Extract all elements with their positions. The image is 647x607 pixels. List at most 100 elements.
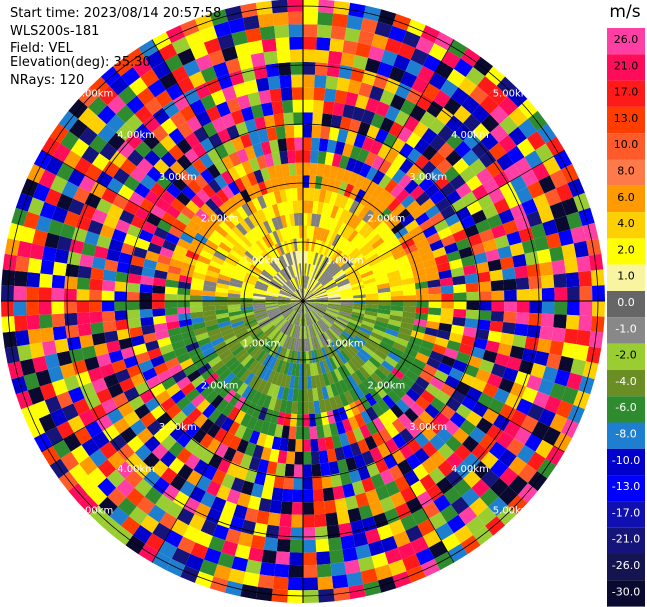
velocity-gate xyxy=(349,442,362,457)
velocity-gate xyxy=(573,192,591,212)
velocity-gate xyxy=(172,410,188,426)
velocity-gate xyxy=(230,317,244,325)
velocity-gate xyxy=(303,502,315,515)
velocity-gate xyxy=(78,87,99,108)
velocity-gate xyxy=(234,266,247,276)
velocity-gate xyxy=(240,297,253,301)
velocity-gate xyxy=(454,461,473,479)
velocity-gate xyxy=(376,282,390,290)
velocity-gate xyxy=(415,376,430,390)
velocity-gate xyxy=(338,334,350,346)
velocity-gate xyxy=(433,219,449,233)
velocity-gate xyxy=(293,350,298,364)
velocity-gate xyxy=(485,248,500,262)
velocity-gate xyxy=(213,427,228,443)
velocity-gate xyxy=(271,588,288,603)
velocity-gate xyxy=(303,552,317,566)
velocity-gate xyxy=(496,431,515,449)
velocity-gate xyxy=(342,40,358,55)
velocity-gate xyxy=(109,150,127,168)
velocity-gate xyxy=(289,279,297,291)
velocity-gate xyxy=(303,288,306,301)
velocity-gate xyxy=(294,312,300,325)
velocity-gate xyxy=(250,104,264,119)
velocity-gate xyxy=(101,310,116,322)
velocity-gate xyxy=(408,255,423,266)
velocity-gate xyxy=(190,283,204,291)
velocity-gate xyxy=(309,264,315,278)
velocity-gate xyxy=(244,319,257,327)
velocity-gate xyxy=(382,394,396,409)
velocity-gate xyxy=(101,301,115,312)
velocity-gate xyxy=(508,107,528,127)
velocity-gate xyxy=(334,89,348,105)
velocity-gate xyxy=(259,366,269,380)
velocity-gate xyxy=(303,301,306,314)
velocity-gate xyxy=(306,325,311,339)
velocity-gate xyxy=(134,381,151,396)
velocity-gate xyxy=(279,320,289,332)
velocity-gate xyxy=(218,385,232,399)
velocity-gate xyxy=(229,516,245,532)
velocity-gate xyxy=(384,480,401,497)
velocity-gate xyxy=(197,254,211,265)
velocity-gate xyxy=(330,25,347,40)
velocity-gate xyxy=(287,438,296,452)
velocity-gate xyxy=(52,143,71,163)
velocity-gate xyxy=(279,270,289,282)
velocity-gate xyxy=(240,480,255,496)
velocity-gate xyxy=(226,97,241,113)
velocity-gate xyxy=(207,328,221,338)
velocity-gate xyxy=(244,340,257,352)
velocity-gate xyxy=(208,408,222,424)
velocity-gate xyxy=(466,200,483,216)
velocity-gate xyxy=(512,334,527,349)
velocity-gate xyxy=(147,242,162,255)
velocity-gate xyxy=(7,222,24,241)
velocity-gate xyxy=(255,586,273,602)
velocity-gate xyxy=(270,313,282,322)
velocity-gate xyxy=(314,412,323,427)
velocity-gate xyxy=(303,414,310,427)
velocity-gate xyxy=(171,251,186,263)
velocity-gate xyxy=(549,413,568,433)
velocity-gate xyxy=(334,141,346,156)
velocity-gate xyxy=(506,438,525,457)
velocity-gate xyxy=(401,238,416,250)
velocity-gate xyxy=(211,255,225,266)
velocity-gate xyxy=(472,123,490,141)
velocity-gate xyxy=(303,464,313,478)
velocity-gate xyxy=(116,328,131,341)
velocity-gate xyxy=(162,484,180,502)
velocity-gate xyxy=(254,332,266,344)
velocity-gate xyxy=(254,471,267,486)
velocity-gate xyxy=(200,66,218,83)
velocity-gate xyxy=(477,271,491,283)
velocity-gate xyxy=(97,124,116,143)
velocity-gate xyxy=(227,293,241,298)
velocity-gate xyxy=(215,225,229,238)
velocity-gate xyxy=(239,369,252,383)
velocity-gate xyxy=(263,267,275,278)
velocity-gate xyxy=(272,315,284,325)
velocity-gate xyxy=(309,324,315,338)
velocity-gate xyxy=(202,464,218,481)
velocity-gate xyxy=(369,500,385,517)
velocity-gate xyxy=(107,95,127,115)
velocity-gate xyxy=(227,166,241,182)
velocity-gate xyxy=(384,438,399,454)
velocity-gate xyxy=(145,250,160,262)
velocity-gate xyxy=(259,562,276,577)
velocity-gate xyxy=(455,237,471,251)
velocity-gate xyxy=(258,275,271,284)
velocity-gate xyxy=(348,388,360,402)
velocity-gate xyxy=(33,150,53,170)
velocity-gate xyxy=(248,40,264,55)
velocity-gate xyxy=(378,305,391,311)
velocity-gate xyxy=(290,337,296,351)
velocity-gate xyxy=(399,428,414,444)
velocity-gate xyxy=(482,382,499,399)
azimuth-spoke xyxy=(41,149,304,302)
velocity-gate xyxy=(325,230,334,244)
velocity-gate xyxy=(197,362,212,375)
